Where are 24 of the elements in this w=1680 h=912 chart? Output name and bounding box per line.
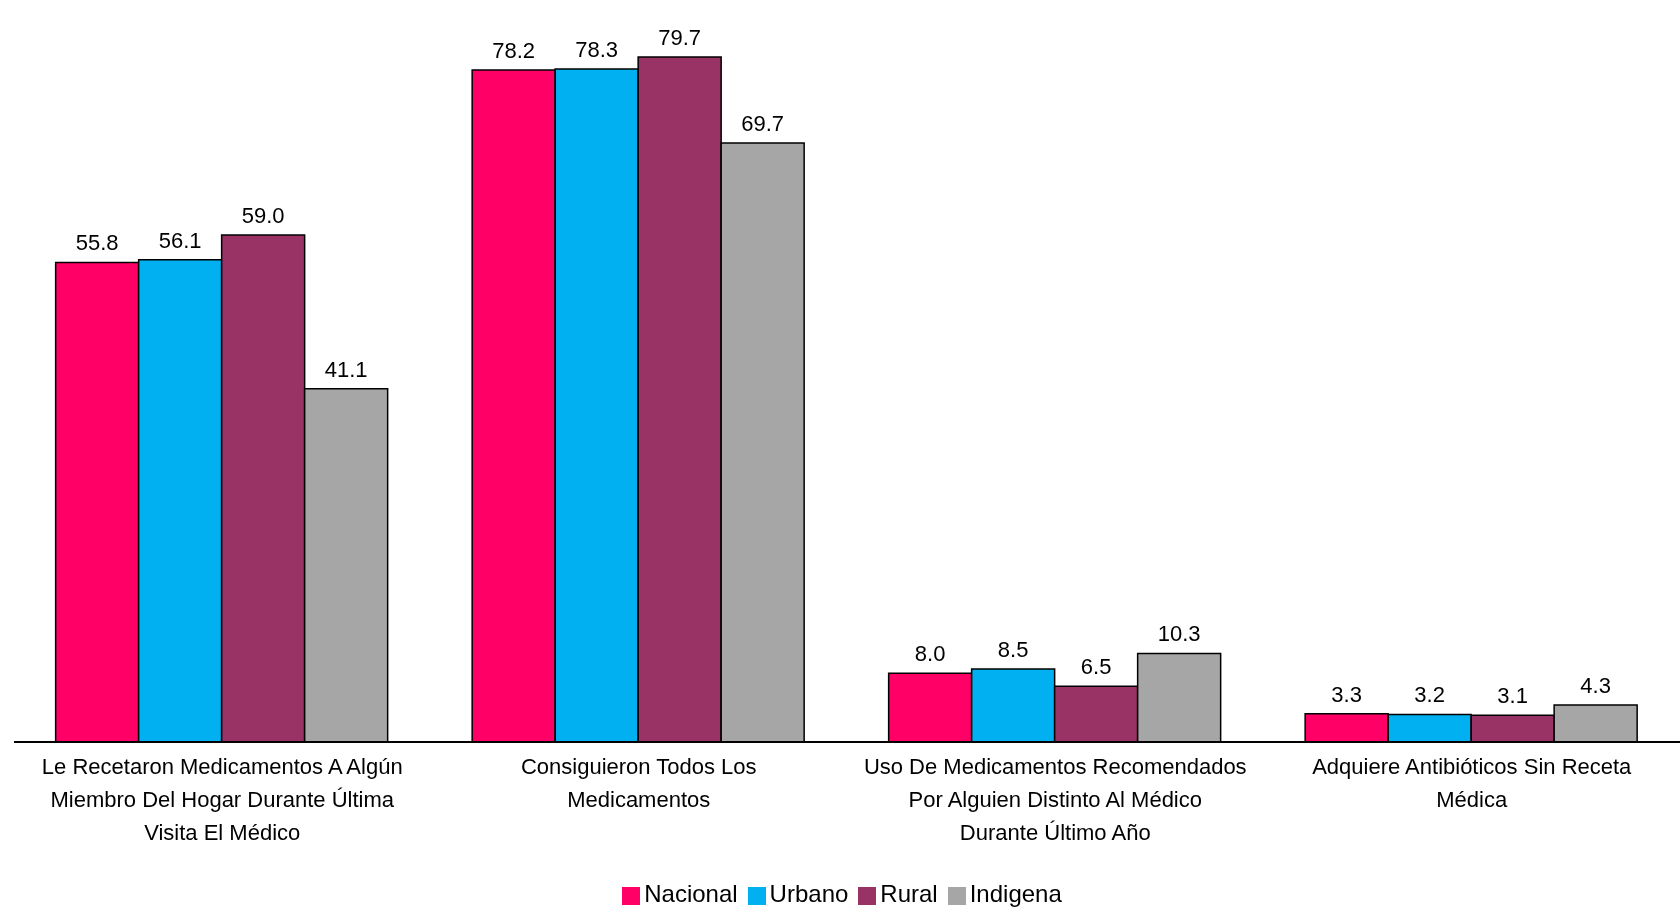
data-label: 3.2	[1414, 682, 1445, 708]
data-label: 78.2	[492, 37, 536, 63]
x-tick-label: Adquiere Antibióticos Sin Receta Médica	[1312, 754, 1633, 812]
data-label: 69.7	[741, 110, 785, 136]
data-label: 3.1	[1497, 683, 1528, 709]
data-label: 79.7	[658, 25, 702, 50]
x-tick-label: Le Recetaron Medicamentos A Algún Miembro Del Hogar Durante Última Visita El Médico	[41, 754, 403, 845]
legend-label: Indigena	[969, 880, 1062, 907]
data-label: 78.3	[575, 37, 619, 63]
legend-label: Rural	[880, 880, 938, 907]
data-label: 59.0	[241, 202, 285, 228]
legend-label: Nacional	[644, 880, 738, 907]
data-label: 41.1	[324, 356, 368, 382]
legend-label: Urbano	[769, 880, 849, 907]
data-label: 8.5	[997, 636, 1029, 662]
data-label: 56.1	[158, 227, 202, 253]
data-label: 8.0	[914, 641, 946, 667]
x-tick-label: Consiguieron Todos Los Medicamentos	[520, 754, 757, 812]
data-label: 10.3	[1157, 621, 1201, 647]
data-label: 3.3	[1331, 681, 1362, 707]
data-label: 6.5	[1080, 654, 1112, 680]
data-label: 55.8	[75, 230, 119, 256]
data-label: 4.3	[1580, 673, 1611, 699]
x-tick-label: Uso De Medicamentos Recomendados Por Alguien Distinto Al Médico Durante Último Año	[863, 754, 1247, 845]
